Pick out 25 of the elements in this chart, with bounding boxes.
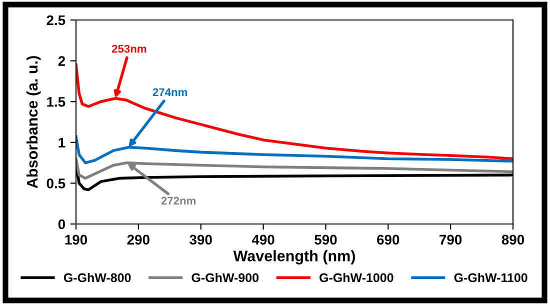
x-tick-label: 390 bbox=[190, 234, 212, 245]
x-tick-label: 490 bbox=[252, 234, 274, 245]
y-axis-title: Absorbance (a. u.) bbox=[26, 56, 41, 188]
x-tick-label: 590 bbox=[314, 234, 337, 245]
legend-label: G-GhW-1000 bbox=[320, 272, 394, 282]
x-tick-label: 890 bbox=[502, 234, 524, 245]
y-tick-label: 0 bbox=[58, 219, 66, 230]
legend-label: G-GhW-800 bbox=[64, 272, 131, 282]
y-tick-label: 1.5 bbox=[47, 97, 66, 107]
x-tick-label: 290 bbox=[127, 234, 150, 245]
x-tick-label: 190 bbox=[65, 234, 88, 245]
y-tick-label: 2 bbox=[58, 56, 66, 66]
legend-label: G-GhW-900 bbox=[192, 272, 259, 282]
x-axis-title: Wavelength (nm) bbox=[233, 250, 355, 264]
annotation: 253nm bbox=[112, 44, 146, 53]
line-series bbox=[76, 135, 513, 164]
y-tick-label: 2.5 bbox=[46, 15, 66, 26]
line-series bbox=[76, 63, 513, 160]
annotation: 272nm bbox=[161, 196, 196, 205]
x-tick-label: 790 bbox=[440, 234, 462, 245]
y-tick-label: 0.5 bbox=[46, 178, 66, 188]
annotation: 274nm bbox=[152, 88, 188, 96]
x-tick-label: 690 bbox=[377, 234, 400, 245]
y-tick-label: 1 bbox=[58, 138, 66, 148]
legend-label: G-GhW-1100 bbox=[454, 272, 528, 282]
